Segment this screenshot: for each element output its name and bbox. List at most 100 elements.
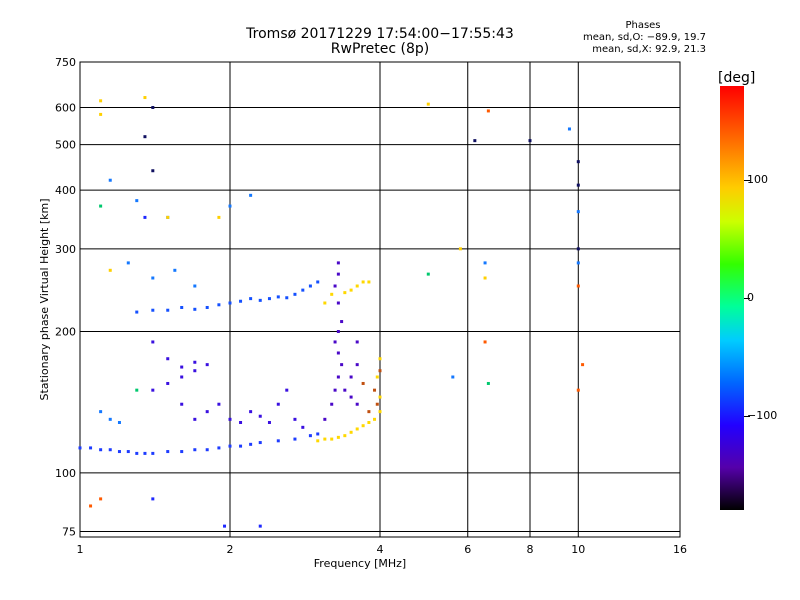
data-point: [193, 307, 197, 311]
data-point: [330, 437, 334, 441]
data-point: [239, 444, 243, 448]
data-point: [333, 340, 337, 344]
data-point: [151, 340, 155, 344]
data-point: [228, 204, 232, 208]
phases-o-stats: mean, sd,O: −89.9, 19.7: [583, 32, 706, 43]
data-point: [193, 417, 197, 421]
data-point: [567, 127, 571, 131]
data-point: [166, 308, 170, 312]
data-point: [285, 388, 289, 392]
data-point: [323, 417, 327, 421]
data-point: [451, 375, 455, 379]
data-point: [330, 292, 334, 296]
data-point: [473, 139, 477, 143]
colorbar-tick: [744, 298, 750, 299]
data-point: [486, 109, 490, 113]
data-point: [143, 135, 147, 139]
data-point: [89, 504, 93, 508]
data-point: [126, 450, 130, 454]
data-point: [166, 357, 170, 361]
data-point: [323, 437, 327, 441]
data-point: [293, 417, 297, 421]
data-point: [293, 437, 297, 441]
chart-title-line1: Tromsø 20171229 17:54:00−17:55:43: [246, 26, 514, 42]
data-point: [349, 375, 353, 379]
data-point: [193, 369, 197, 373]
data-point: [223, 524, 227, 528]
data-point: [205, 448, 209, 452]
data-point: [78, 446, 82, 450]
phases-x-stats: mean, sd,X: 92.9, 21.3: [592, 44, 706, 55]
data-point: [151, 308, 155, 312]
data-point: [249, 442, 253, 446]
data-point: [308, 434, 312, 438]
data-point: [258, 441, 262, 445]
data-point: [483, 340, 487, 344]
data-point: [143, 451, 147, 455]
colorbar-tick-label: 100: [747, 173, 768, 187]
data-point: [205, 363, 209, 367]
y-tick-label: 200: [55, 326, 76, 339]
data-point: [336, 272, 340, 276]
data-point: [205, 410, 209, 414]
data-point: [349, 288, 353, 292]
data-point: [458, 247, 462, 251]
data-point: [576, 247, 580, 251]
data-point: [151, 105, 155, 109]
data-point: [217, 215, 221, 219]
data-point: [576, 388, 580, 392]
data-point: [217, 402, 221, 406]
data-point: [373, 417, 377, 421]
data-point: [373, 388, 377, 392]
data-point: [249, 193, 253, 197]
colorbar-tick-label: 0: [747, 291, 754, 304]
data-point: [258, 524, 262, 528]
data-point: [367, 420, 371, 424]
data-point: [340, 320, 344, 324]
y-tick-label: 500: [55, 139, 76, 152]
x-tick-label: 4: [377, 543, 384, 556]
data-point: [336, 330, 340, 334]
data-point: [151, 388, 155, 392]
data-point: [361, 280, 365, 284]
data-point: [228, 301, 232, 305]
x-tick-label: 10: [571, 543, 585, 556]
data-point: [367, 280, 371, 284]
data-point: [336, 351, 340, 355]
data-point: [108, 268, 112, 272]
data-point: [367, 410, 371, 414]
data-point: [99, 497, 103, 501]
data-point: [581, 363, 585, 367]
data-point: [301, 288, 305, 292]
data-point: [293, 292, 297, 296]
x-tick-label: 1: [77, 543, 84, 556]
data-point: [180, 402, 184, 406]
data-point: [336, 261, 340, 265]
data-point: [301, 425, 305, 429]
data-point: [276, 402, 280, 406]
chart-title-line2: RwPretec (8p): [330, 41, 430, 57]
data-point: [126, 261, 130, 265]
x-tick-label: 2: [227, 543, 234, 556]
y-tick-label: 600: [55, 101, 76, 114]
data-point: [349, 430, 353, 434]
data-point: [89, 446, 93, 450]
data-point: [355, 363, 359, 367]
data-point: [249, 297, 253, 301]
data-point: [576, 261, 580, 265]
data-point: [308, 284, 312, 288]
x-axis-label: Frequency [MHz]: [314, 557, 406, 570]
data-point: [193, 360, 197, 364]
data-point: [151, 451, 155, 455]
data-point: [316, 432, 320, 436]
y-axis-label: Stationary phase Virtual Height [km]: [38, 198, 51, 400]
data-point: [99, 410, 103, 414]
y-tick-label: 400: [55, 184, 76, 197]
data-point: [135, 388, 139, 392]
data-point: [361, 424, 365, 428]
data-point: [355, 402, 359, 406]
data-point: [193, 284, 197, 288]
data-point: [135, 310, 139, 314]
data-point: [117, 450, 121, 454]
